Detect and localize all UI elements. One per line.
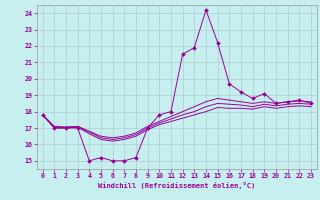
X-axis label: Windchill (Refroidissement éolien,°C): Windchill (Refroidissement éolien,°C) [98, 182, 255, 189]
